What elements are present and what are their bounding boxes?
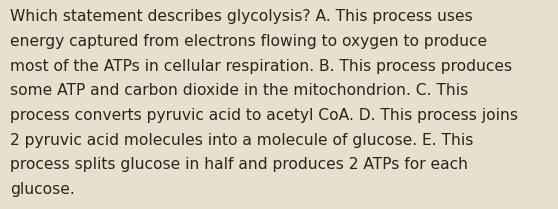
Text: energy captured from electrons flowing to oxygen to produce: energy captured from electrons flowing t…	[10, 34, 487, 49]
Text: most of the ATPs in cellular respiration. B. This process produces: most of the ATPs in cellular respiration…	[10, 59, 512, 74]
Text: process splits glucose in half and produces 2 ATPs for each: process splits glucose in half and produ…	[10, 157, 468, 172]
Text: some ATP and carbon dioxide in the mitochondrion. C. This: some ATP and carbon dioxide in the mitoc…	[10, 83, 468, 98]
Text: 2 pyruvic acid molecules into a molecule of glucose. E. This: 2 pyruvic acid molecules into a molecule…	[10, 133, 473, 148]
Text: process converts pyruvic acid to acetyl CoA. D. This process joins: process converts pyruvic acid to acetyl …	[10, 108, 518, 123]
Text: Which statement describes glycolysis? A. This process uses: Which statement describes glycolysis? A.…	[10, 9, 473, 24]
Text: glucose.: glucose.	[10, 182, 75, 197]
